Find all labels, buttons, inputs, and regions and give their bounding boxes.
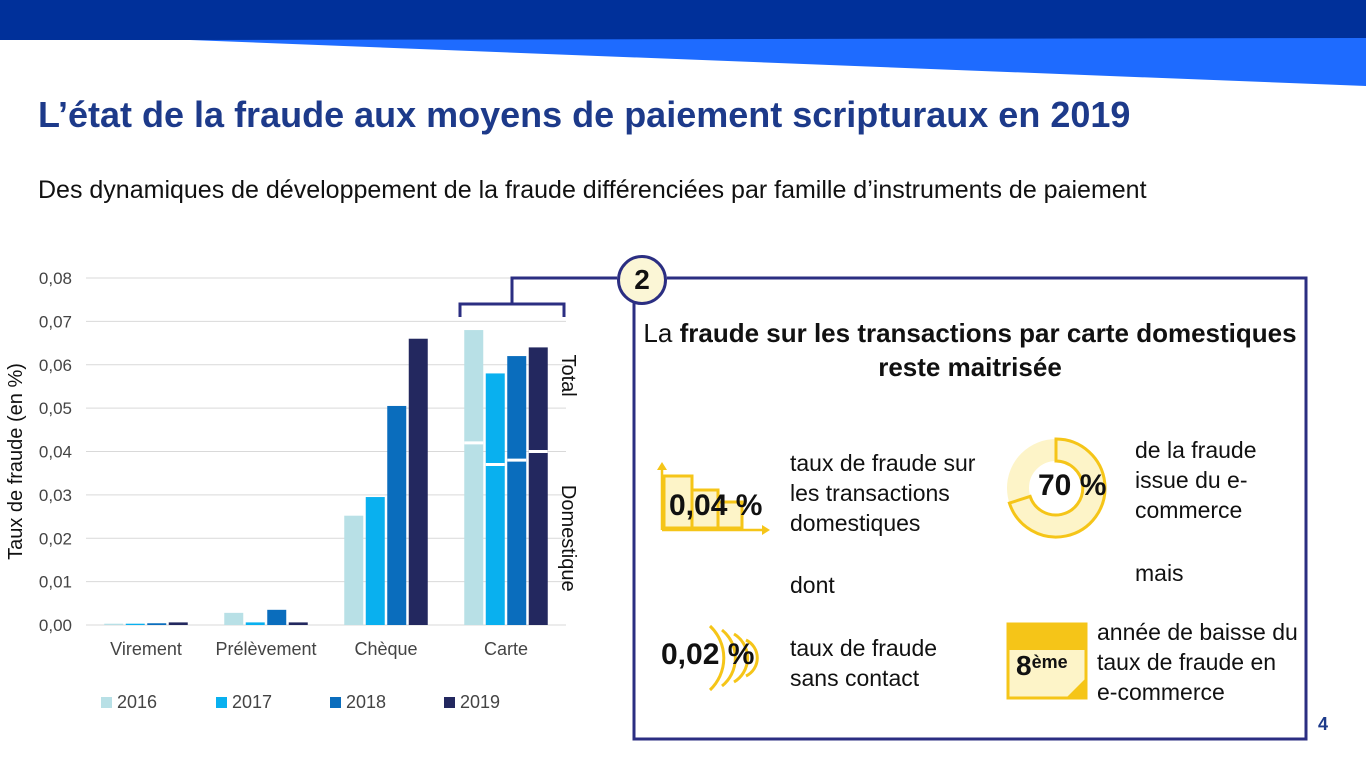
bar-carte-2016 (464, 330, 484, 625)
y-tick-label: 0,03 (39, 486, 72, 505)
ecommerce-share-value: 70 % (1038, 469, 1107, 502)
y-tick-label: 0,02 (39, 529, 72, 548)
y-tick-label: 0,00 (39, 616, 72, 635)
decline-year-number: 8 (1016, 650, 1032, 681)
calendar-icon (1006, 622, 1088, 700)
legend-swatch-2018 (330, 697, 341, 708)
contactless-icon (708, 624, 759, 692)
y-tick-label: 0,06 (39, 356, 72, 375)
bar-prélèvement-2019 (288, 622, 308, 625)
y-axis-label: Taux de fraude (en %) (5, 363, 27, 560)
donut-chart-icon (1007, 437, 1107, 539)
total-bracket-label: Total (557, 354, 579, 396)
panel-heading-normal: La (643, 318, 680, 348)
x-tick-label: Chèque (354, 639, 417, 659)
decline-year-value: 8ème (1016, 650, 1068, 682)
x-tick-label: Prélèvement (215, 639, 316, 659)
header-band-dark (0, 0, 1366, 40)
slide-title: L’état de la fraude aux moyens de paieme… (38, 94, 1131, 135)
legend-label-2019: 2019 (460, 692, 500, 712)
y-tick-label: 0,05 (39, 399, 72, 418)
bar-chèque-2018 (387, 405, 407, 625)
bar-chèque-2019 (408, 338, 428, 625)
bar-virement-2018 (147, 623, 167, 625)
contactless-rate-value: 0,02 % (661, 638, 755, 671)
contactless-rate-text: taux de fraude sans contact (790, 635, 938, 691)
decline-year-suffix: ème (1031, 652, 1068, 672)
bar-chart-icon (657, 462, 770, 535)
dont-text: dont (790, 572, 835, 598)
slide-subtitle: Des dynamiques de développement de la fr… (38, 176, 1147, 204)
x-tick-label: Carte (484, 639, 528, 659)
ecommerce-share-text: de la fraude issue du e-commerce (1135, 437, 1257, 523)
y-tick-label: 0,04 (39, 443, 72, 462)
legend-label-2017: 2017 (232, 692, 272, 712)
y-tick-label: 0,07 (39, 312, 72, 331)
bar-virement-2016 (104, 623, 124, 625)
fraud-rate-bar-chart: 0,00 0,01 0,02 0,03 0,04 0,05 0,06 0,07 0,08 Taux… (5, 269, 579, 712)
bar-virement-2017 (125, 623, 145, 625)
domestic-rate-text: taux de fraude sur les transactions dome… (790, 450, 976, 536)
legend-swatch-2016 (101, 697, 112, 708)
legend-label-2018: 2018 (346, 692, 386, 712)
panel-heading: La fraude sur les transactions par carte… (640, 316, 1300, 384)
y-tick-label: 0,01 (39, 573, 72, 592)
legend-swatch-2019 (444, 697, 455, 708)
bar-carte-2017 (485, 373, 505, 625)
legend-label-2016: 2016 (117, 692, 157, 712)
domestic-rate-value: 0,04 % (669, 489, 763, 522)
page-number: 4 (1318, 714, 1329, 734)
panel-heading-bold: fraude sur les transactions par carte do… (679, 318, 1297, 382)
bar-prélèvement-2018 (267, 609, 287, 625)
bar-carte-2019 (528, 347, 548, 625)
bar-prélèvement-2017 (245, 622, 265, 625)
decline-year-text: année de baisse du taux de fraude en e-c… (1097, 619, 1298, 705)
mais-text: mais (1135, 560, 1184, 586)
x-tick-label: Virement (110, 639, 182, 659)
domestic-bracket-label: Domestique (557, 485, 579, 592)
bar-prélèvement-2016 (224, 612, 244, 625)
header-band (0, 0, 1366, 86)
bar-virement-2019 (168, 622, 188, 625)
bar-chèque-2017 (365, 497, 385, 625)
legend-swatch-2017 (216, 697, 227, 708)
bar-carte-2018 (507, 356, 527, 625)
section-badge: 2 (617, 255, 667, 305)
y-tick-label: 0,08 (39, 269, 72, 288)
header-band-light (190, 38, 1366, 86)
bar-chèque-2016 (344, 515, 364, 625)
